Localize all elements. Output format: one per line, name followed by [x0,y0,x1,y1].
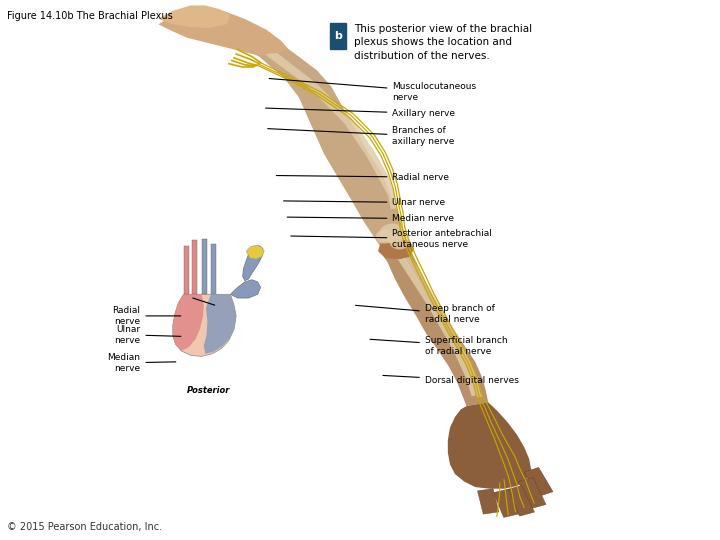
Text: Superficial branch
of radial nerve: Superficial branch of radial nerve [370,335,508,356]
Polygon shape [173,294,236,356]
Polygon shape [204,294,236,354]
Polygon shape [192,240,197,294]
Polygon shape [243,246,263,281]
Polygon shape [246,245,264,259]
Text: © 2015 Pearson Education, Inc.: © 2015 Pearson Education, Inc. [7,522,162,532]
FancyBboxPatch shape [330,23,346,49]
Text: Radial nerve: Radial nerve [276,173,449,181]
Polygon shape [402,254,482,397]
Polygon shape [518,477,546,509]
Text: Median nerve: Median nerve [287,214,454,223]
Text: Median
nerve: Median nerve [107,353,176,373]
Text: Posterior: Posterior [187,386,230,395]
Text: Dorsal digital nerves: Dorsal digital nerves [383,375,518,384]
Circle shape [390,234,410,249]
Text: Ulnar
nerve: Ulnar nerve [114,325,181,345]
Polygon shape [378,239,414,259]
Text: This posterior view of the brachial
plexus shows the location and
distribution o: This posterior view of the brachial plex… [354,24,532,61]
Polygon shape [184,246,189,294]
Polygon shape [169,16,407,248]
Circle shape [379,224,405,243]
Text: Radial
nerve: Radial nerve [112,306,181,326]
Polygon shape [477,489,499,514]
Polygon shape [158,5,230,28]
Polygon shape [211,244,216,294]
Text: Deep branch of
radial nerve: Deep branch of radial nerve [356,304,495,325]
Polygon shape [202,239,207,294]
Polygon shape [266,53,397,210]
Text: Ulnar nerve: Ulnar nerve [284,198,446,207]
Polygon shape [448,402,531,489]
Polygon shape [158,8,288,57]
Text: Musculocutaneous
nerve: Musculocutaneous nerve [269,78,477,102]
Polygon shape [524,468,553,496]
Polygon shape [395,253,477,396]
Text: Figure 14.10b The Brachial Plexus: Figure 14.10b The Brachial Plexus [7,11,173,21]
Text: Posterior antebrachial
cutaneous nerve: Posterior antebrachial cutaneous nerve [291,228,492,249]
Polygon shape [173,294,204,351]
Text: b: b [334,31,341,40]
Text: Branches of
axillary nerve: Branches of axillary nerve [268,126,455,146]
Text: Axillary nerve: Axillary nerve [266,108,456,118]
Polygon shape [380,246,488,406]
Polygon shape [493,489,519,517]
Polygon shape [230,280,261,298]
Polygon shape [507,485,534,516]
Circle shape [376,230,395,244]
